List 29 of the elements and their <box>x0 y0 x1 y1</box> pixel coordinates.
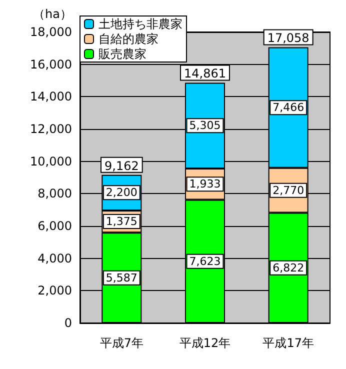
data-label: 5,587 <box>106 271 138 284</box>
data-label: 7,623 <box>189 254 221 268</box>
legend-label: 自給的農家 <box>98 32 158 46</box>
data-label: 5,305 <box>189 119 221 132</box>
data-label: 1,933 <box>189 178 221 191</box>
y-tick-label: 4,000 <box>38 251 72 266</box>
data-label: 2,200 <box>106 186 138 200</box>
y-axis-title: （ha） <box>33 7 72 21</box>
y-tick-label: 6,000 <box>38 219 72 233</box>
x-tick-label: 平成17年 <box>262 336 314 350</box>
y-tick-label: 10,000 <box>30 154 72 168</box>
y-tick-label: 8,000 <box>38 186 72 201</box>
total-label: 9,162 <box>104 158 139 173</box>
total-label: 17,058 <box>267 31 310 46</box>
y-tick-label: 12,000 <box>30 122 72 136</box>
x-tick-label: 平成7年 <box>100 336 144 350</box>
data-label: 1,375 <box>106 215 138 228</box>
legend-label: 販売農家 <box>98 47 146 61</box>
x-tick-label: 平成12年 <box>179 336 231 350</box>
legend-label: 土地持ち非農家 <box>98 17 182 31</box>
data-label: 7,466 <box>272 101 304 114</box>
y-tick-label: 18,000 <box>30 25 72 39</box>
y-tick-label: 0 <box>64 316 72 330</box>
y-tick-label: 2,000 <box>38 284 72 298</box>
y-tick-label: 16,000 <box>30 57 72 72</box>
data-label: 6,822 <box>272 261 304 274</box>
y-tick-label: 14,000 <box>30 90 72 104</box>
data-label: 2,770 <box>272 184 304 197</box>
total-label: 14,861 <box>184 66 226 81</box>
